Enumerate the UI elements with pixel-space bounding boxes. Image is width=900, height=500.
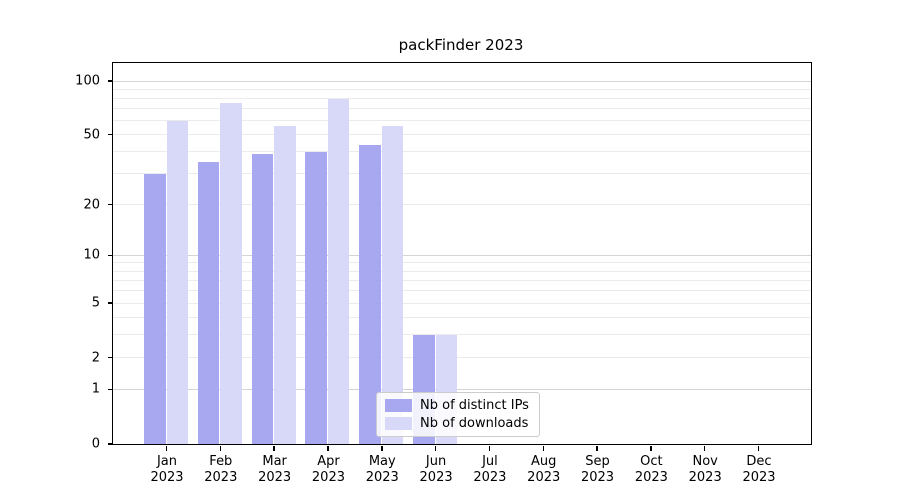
x-tick-label-feb: Feb 2023 (204, 454, 238, 485)
legend-swatch-downloads (385, 417, 412, 430)
gridline-major (113, 80, 811, 82)
bar-downloads-feb (220, 103, 242, 444)
bar-downloads-mar (274, 126, 296, 444)
gridline-minor (113, 262, 811, 264)
gridline-major (113, 388, 811, 390)
y-tick-label-10: 10 (83, 247, 100, 263)
x-tick-mark-dec (757, 446, 760, 451)
x-tick-mark-jul (488, 446, 491, 451)
gridline-minor (113, 134, 811, 136)
bar-downloads-apr (327, 99, 350, 444)
gridline-minor (113, 334, 811, 336)
gridline-minor (113, 88, 811, 90)
plot-area (112, 62, 812, 445)
bar-ips-jan (144, 173, 166, 444)
x-tick-mark-feb (219, 446, 222, 451)
y-tick-label-1: 1 (91, 381, 100, 397)
y-tick-mark-10 (108, 254, 113, 256)
gridline-minor (113, 97, 811, 99)
x-tick-mark-jun (434, 446, 437, 451)
bar-ips-apr (305, 151, 327, 444)
gridline-minor (113, 279, 811, 281)
gridline-minor (113, 290, 811, 292)
x-tick-label-mar: Mar 2023 (258, 454, 292, 485)
x-tick-mark-oct (650, 446, 652, 451)
y-tick-label-2: 2 (91, 350, 100, 366)
x-tick-label-nov: Nov 2023 (688, 454, 722, 485)
gridline-minor (113, 120, 811, 122)
y-tick-label-5: 5 (91, 295, 100, 311)
gridline-minor (113, 204, 811, 206)
x-tick-mark-aug (542, 446, 545, 451)
gridline-minor (113, 108, 811, 110)
bar-ips-feb (197, 162, 220, 444)
gridline-minor (113, 316, 811, 318)
x-tick-label-jan: Jan 2023 (150, 454, 184, 485)
bar-downloads-may (381, 126, 404, 444)
legend: Nb of distinct IPs Nb of downloads (376, 392, 540, 437)
x-tick-mark-sep (596, 446, 598, 451)
y-tick-label-20: 20 (83, 197, 100, 213)
y-tick-label-50: 50 (83, 127, 100, 143)
bar-downloads-jan (166, 120, 188, 444)
y-tick-mark-5 (108, 302, 113, 304)
x-tick-mark-jan (165, 446, 168, 451)
gridline-minor (113, 151, 811, 153)
bar-ips-may (359, 144, 381, 444)
x-tick-label-apr: Apr 2023 (311, 454, 345, 485)
x-tick-label-jun: Jun 2023 (419, 454, 453, 485)
y-tick-mark-20 (108, 203, 113, 206)
legend-swatch-distinct-ips (385, 399, 412, 412)
bar-ips-mar (251, 153, 274, 444)
y-tick-mark-2 (108, 356, 113, 359)
gridline-minor (113, 270, 811, 272)
x-tick-mark-nov (703, 446, 706, 451)
y-tick-mark-0 (108, 443, 113, 445)
legend-label-distinct-ips: Nb of distinct IPs (420, 398, 529, 413)
y-tick-mark-100 (108, 80, 113, 82)
y-tick-label-0: 0 (91, 436, 100, 452)
legend-item-distinct-ips: Nb of distinct IPs (385, 398, 529, 413)
x-tick-mark-apr (327, 446, 329, 451)
y-tick-mark-50 (108, 133, 113, 136)
y-tick-mark-1 (108, 388, 113, 391)
gridline-major (113, 254, 811, 256)
legend-label-downloads: Nb of downloads (420, 416, 529, 431)
x-tick-mark-mar (273, 446, 275, 451)
x-tick-label-oct: Oct 2023 (634, 454, 668, 485)
x-tick-label-aug: Aug 2023 (527, 454, 561, 485)
chart-title: packFinder 2023 (398, 36, 524, 54)
gridline-minor (113, 302, 811, 304)
y-tick-label-100: 100 (75, 73, 100, 89)
legend-item-downloads: Nb of downloads (385, 416, 529, 431)
x-tick-label-jul: Jul 2023 (473, 454, 507, 485)
x-tick-mark-may (381, 446, 383, 451)
gridline-minor (113, 357, 811, 359)
gridline-minor (113, 173, 811, 175)
x-tick-label-sep: Sep 2023 (580, 454, 615, 485)
x-tick-label-dec: Dec 2023 (742, 454, 776, 485)
x-tick-label-may: May 2023 (365, 454, 399, 485)
